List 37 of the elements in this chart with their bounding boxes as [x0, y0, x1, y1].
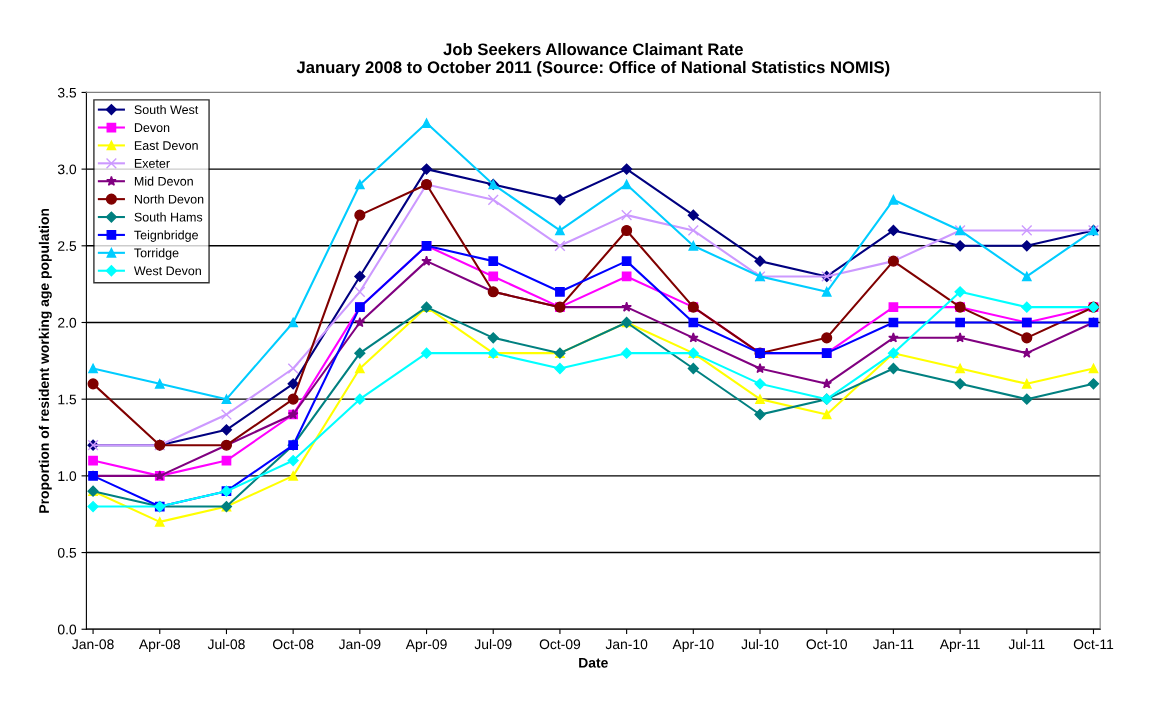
y-tick-label: 2.5 [58, 241, 77, 251]
x-tick-label: Jul-10 [741, 638, 779, 650]
x-tick-label: Jul-11 [1008, 638, 1045, 650]
y-tick-label: 1.5 [58, 394, 77, 405]
x-tick-label: Oct-10 [806, 639, 848, 650]
legend-label: North Devon [134, 194, 204, 204]
y-tick-label: 0.0 [57, 624, 77, 635]
legend-label: Mid Devon [134, 176, 193, 186]
x-tick-label: Apr-09 [405, 639, 447, 652]
legend-label: Torridge [134, 248, 179, 260]
x-tick-label: Jan-08 [72, 639, 114, 650]
chart-title: Job Seekers Allowance Claimant Rate January 2008 to October 2011 (Source: Office of National Statistics NOMIS) [296, 42, 890, 77]
x-tick-label: Apr-10 [672, 639, 714, 652]
legend-label: West Devon [133, 266, 201, 276]
x-axis-title: Date [579, 657, 608, 668]
y-axis-title: Proportion of resident working age population [38, 208, 52, 513]
legend-label: Exeter [134, 159, 170, 168]
x-tick-label: Oct-08 [272, 639, 314, 650]
legend-label: South Hams [134, 212, 203, 222]
x-tick-label: Oct-11 [1073, 639, 1114, 650]
y-tick-label: 2.0 [58, 317, 77, 328]
x-tick-label: Apr-08 [138, 639, 181, 652]
x-tick-label: Jul-08 [207, 638, 245, 650]
x-tick-label: Apr-11 [939, 639, 980, 652]
y-tick-label: 0.5 [57, 547, 77, 558]
x-tick-label: Jan-09 [338, 639, 381, 650]
x-tick-label: Jan-11 [872, 639, 914, 650]
x-tick-label: Oct-09 [539, 639, 581, 650]
legend-label: East Devon [134, 141, 198, 150]
x-tick-label: Jul-09 [474, 638, 512, 650]
y-tick-label: 1.0 [58, 471, 77, 482]
x-tick-label: Jan-10 [605, 639, 648, 650]
legend-label: Teignbridge [134, 230, 198, 242]
y-tick-label: 3.0 [57, 164, 77, 175]
legend-label: South West [134, 104, 199, 115]
legend-label: Devon [134, 123, 170, 133]
y-tick-label: 3.5 [57, 87, 77, 98]
